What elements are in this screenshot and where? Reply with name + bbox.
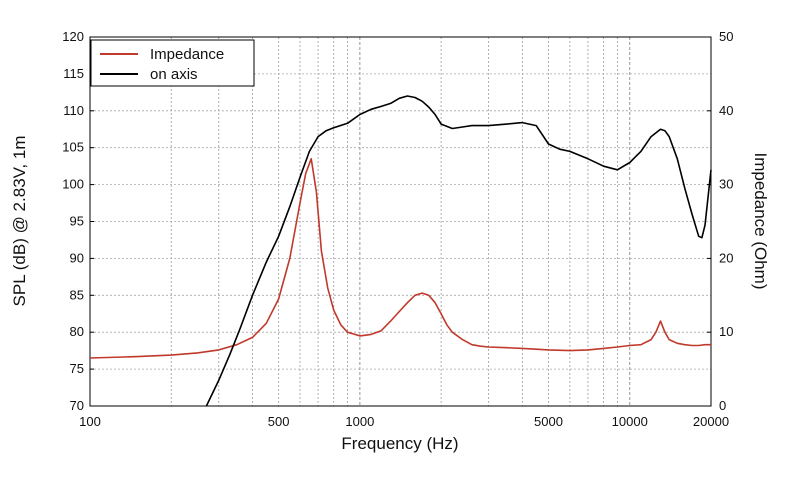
x-tick-label: 10000 [612, 414, 648, 429]
y-axis-title: SPL (dB) @ 2.83V, 1m [10, 136, 29, 307]
series-layer [89, 95, 712, 407]
y2-tick-label: 0 [719, 398, 726, 413]
x-tick-label: 20000 [693, 414, 729, 429]
legend: Impedance on axis [90, 39, 255, 87]
y-tick-label: 115 [63, 66, 84, 81]
y-tick-label: 120 [62, 29, 84, 44]
horizontal-grid [90, 73, 711, 370]
y2-tick-label: 20 [719, 250, 733, 265]
x-tick-label: 5000 [534, 414, 563, 429]
y-tick-label: 90 [70, 250, 84, 265]
series-line-impedance [89, 158, 711, 359]
y2-tick-label: 30 [719, 177, 733, 192]
bottom-axis-ticks: 100 500 1000 5000 10000 20000 [79, 414, 729, 429]
legend-box [90, 39, 255, 87]
y-tick-label: 80 [70, 324, 84, 339]
y2-tick-label: 50 [719, 29, 733, 44]
right-axis-ticks: 0 10 20 30 40 50 [707, 29, 733, 413]
x-tick-label: 1000 [345, 414, 374, 429]
x-tick-label: 500 [268, 414, 290, 429]
y2-axis-title: Impedance (Ohm) [751, 153, 770, 290]
y-tick-label: 95 [70, 214, 84, 229]
y-tick-label: 105 [62, 140, 84, 155]
y-tick-label: 110 [63, 103, 84, 118]
y-tick-label: 75 [70, 361, 84, 376]
left-axis-ticks: 70 75 80 85 90 95 100 105 110 115 120 [62, 29, 94, 413]
y-tick-label: 70 [70, 398, 84, 413]
y2-tick-label: 10 [719, 324, 733, 339]
legend-label-on-axis: on axis [150, 66, 198, 83]
legend-label-impedance: Impedance [150, 46, 224, 63]
x-axis-title: Frequency (Hz) [341, 434, 458, 453]
y-tick-label: 100 [62, 177, 84, 192]
y-tick-label: 85 [70, 287, 84, 302]
series-line-on-axis [205, 95, 712, 407]
y2-tick-label: 40 [719, 103, 733, 118]
x-tick-label: 100 [79, 414, 101, 429]
